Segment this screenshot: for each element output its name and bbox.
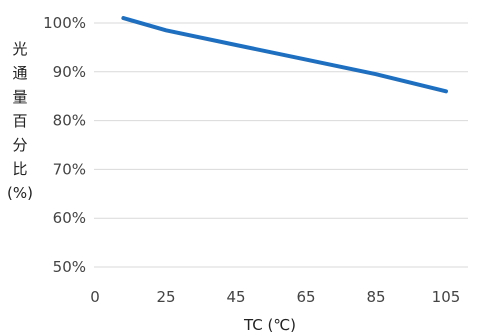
- y-axis-title-char: 通: [12, 64, 27, 82]
- y-tick-labels: 100% 90% 80% 70% 60% 50%: [43, 14, 86, 276]
- y-axis-title-char: 光: [12, 40, 27, 58]
- y-axis-title-char: 量: [12, 88, 27, 106]
- y-tick-label: 70%: [53, 160, 86, 178]
- x-tick-label: 45: [226, 288, 245, 306]
- x-tick-label: 0: [90, 288, 100, 306]
- x-tick-label: 85: [366, 288, 385, 306]
- x-tick-label: 105: [432, 288, 461, 306]
- x-tick-labels: 0 25 45 65 85 105: [90, 288, 460, 306]
- x-axis-title: TC (℃): [243, 316, 296, 334]
- y-tick-label: 100%: [43, 14, 86, 32]
- y-axis-unit: (%): [7, 184, 33, 202]
- y-axis-title-char: 比: [12, 160, 27, 178]
- x-tick-label: 25: [156, 288, 175, 306]
- y-axis-title-char: 百: [12, 112, 27, 130]
- y-tick-label: 50%: [53, 258, 86, 276]
- y-tick-label: 80%: [53, 112, 86, 130]
- x-tick-label: 65: [296, 288, 315, 306]
- series-line-0: [121, 16, 448, 94]
- y-axis-title-char: 分: [12, 136, 27, 154]
- gridlines: [94, 22, 468, 268]
- y-tick-label: 60%: [53, 209, 86, 227]
- y-tick-label: 90%: [53, 63, 86, 81]
- series-lines: [121, 16, 448, 94]
